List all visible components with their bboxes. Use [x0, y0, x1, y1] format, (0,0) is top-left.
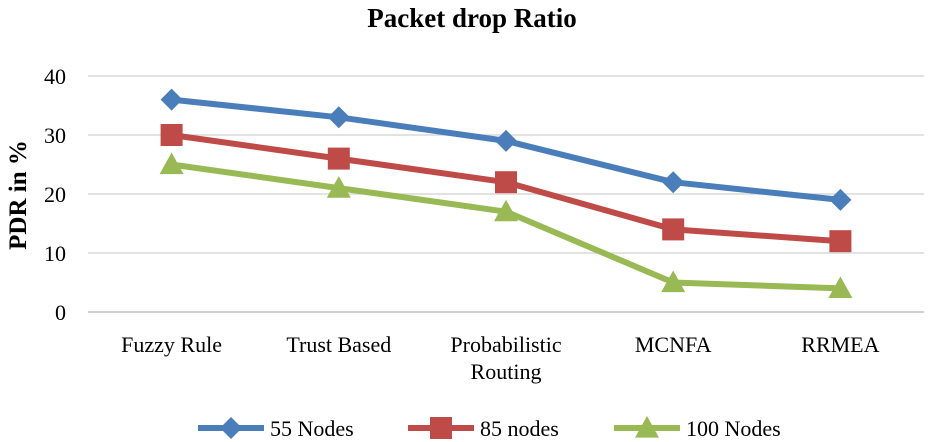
chart-title: Packet drop Ratio — [367, 3, 577, 33]
y-tick-label: 20 — [44, 182, 66, 207]
legend-item-85-nodes: 85 nodes — [408, 416, 559, 441]
legend-marker — [635, 416, 659, 438]
data-point-85-nodes — [160, 124, 183, 146]
data-point-100-nodes — [828, 276, 853, 298]
data-point-55-nodes — [495, 129, 517, 152]
x-tick-label: RRMEA — [801, 332, 879, 357]
legend-label: 100 Nodes — [686, 416, 781, 441]
data-point-85-nodes — [662, 218, 685, 241]
series-85-nodes — [160, 124, 852, 253]
data-point-55-nodes — [160, 88, 183, 111]
data-point-100-nodes — [159, 152, 184, 175]
legend-item-100-nodes: 100 Nodes — [614, 416, 781, 441]
data-point-85-nodes — [829, 230, 852, 253]
y-tick-label: 0 — [55, 300, 66, 325]
legend-label: 85 nodes — [480, 416, 559, 441]
legend-marker — [430, 417, 452, 439]
x-tick-label: MCNFA — [635, 332, 712, 357]
data-point-100-nodes — [326, 176, 351, 198]
data-point-55-nodes — [829, 188, 852, 211]
y-tick-label: 10 — [44, 241, 66, 266]
y-tick-label: 30 — [44, 123, 66, 148]
series-55-nodes — [160, 88, 852, 211]
data-point-85-nodes — [327, 147, 350, 170]
legend-item-55-nodes: 55 Nodes — [198, 416, 354, 441]
data-point-100-nodes — [661, 270, 686, 293]
series-100-nodes — [159, 152, 853, 298]
data-point-55-nodes — [327, 106, 350, 129]
data-point-55-nodes — [662, 171, 685, 194]
x-tick-label: Trust Based — [286, 332, 391, 357]
data-point-100-nodes — [494, 199, 518, 222]
data-point-85-nodes — [495, 171, 517, 194]
x-tick-label: Probabilistic Routing — [450, 332, 561, 384]
x-tick-label: Fuzzy Rule — [121, 332, 222, 357]
y-tick-label: 40 — [44, 64, 66, 89]
legend-label: 55 Nodes — [270, 416, 354, 441]
y-axis-label: PDR in % — [5, 140, 32, 250]
legend-marker — [220, 417, 242, 439]
